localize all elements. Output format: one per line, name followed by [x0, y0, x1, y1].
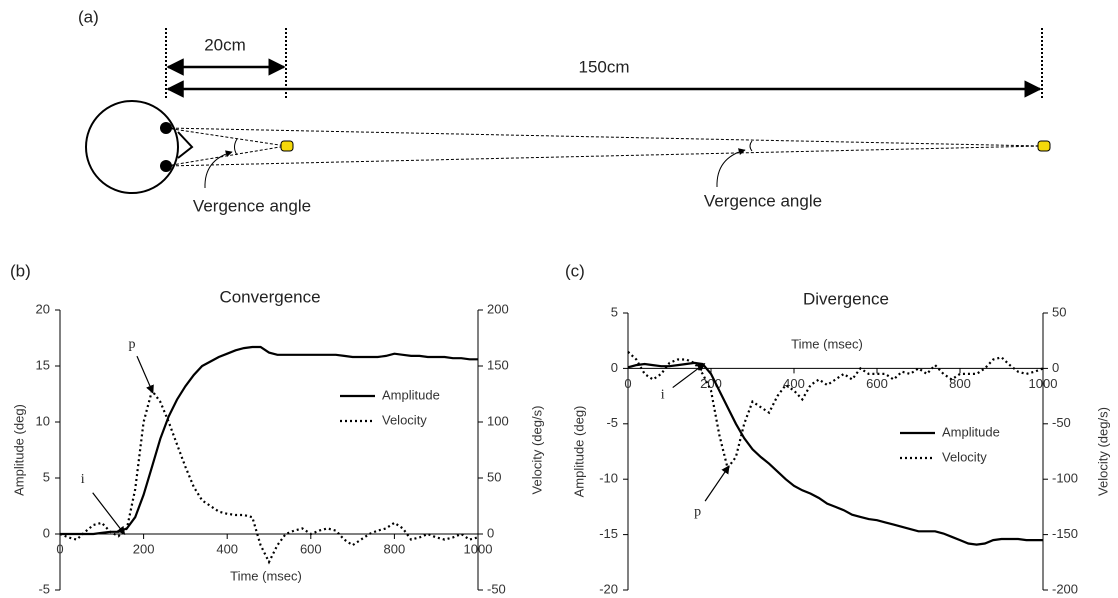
y-tick-label: -20 — [599, 581, 618, 596]
x-tick-label: 600 — [300, 541, 322, 556]
annotation-arrow — [92, 492, 126, 536]
x-tick-label: 400 — [216, 541, 238, 556]
chart-title: Divergence — [803, 289, 889, 308]
annotation-arrow — [672, 363, 706, 389]
y-tick-label: 5 — [43, 469, 50, 484]
y2-axis-label: Velocity (deg/s) — [1095, 407, 1110, 496]
series-line — [60, 345, 478, 536]
x-tick-label: 400 — [783, 376, 805, 391]
x-tick-label: 1000 — [1029, 376, 1058, 391]
x-tick-label: 0 — [56, 541, 63, 556]
y-tick-label: 0 — [43, 525, 50, 540]
y2-tick-label: -50 — [1052, 415, 1071, 430]
legend-label: Amplitude — [382, 387, 440, 402]
panel-label: (b) — [10, 261, 31, 280]
panel-label: (c) — [565, 261, 585, 280]
x-tick-label: 800 — [949, 376, 971, 391]
y2-tick-label: -200 — [1052, 581, 1078, 596]
angle-label: Vergence angle — [704, 191, 822, 210]
x-tick-label: 600 — [866, 376, 888, 391]
y-tick-label: 15 — [36, 357, 50, 372]
angle-arc — [749, 140, 753, 152]
y2-tick-label: 200 — [487, 301, 509, 316]
y-axis-label: Amplitude (deg) — [571, 406, 586, 498]
chart: (b) Convergence Time (msec) Amplitude (deg)… — [10, 261, 544, 596]
chart: (c) Divergence Time (msec) Amplitude (deg) V… — [565, 261, 1110, 596]
annotation-arrow — [136, 355, 154, 394]
distance-label: 20cm — [204, 35, 246, 54]
y-axis-label: Amplitude (deg) — [11, 404, 26, 496]
sight-lines — [165, 127, 1043, 167]
angle-arrow — [204, 150, 233, 189]
x-tick-label: 0 — [624, 376, 631, 391]
y-tick-label: -5 — [38, 581, 50, 596]
angle-label: Vergence angle — [193, 196, 311, 215]
x-axis-label: Time (msec) — [230, 568, 302, 583]
y2-tick-label: 50 — [1052, 304, 1066, 319]
y2-tick-label: 0 — [1052, 360, 1059, 375]
annotation: p — [694, 504, 701, 519]
y2-tick-label: -50 — [487, 581, 506, 596]
panel-label: (a) — [78, 7, 99, 26]
chart-title: Convergence — [219, 287, 320, 306]
y2-tick-label: -100 — [1052, 471, 1078, 486]
y2-tick-label: 0 — [487, 525, 494, 540]
x-tick-label: 200 — [133, 541, 155, 556]
series-line — [59, 388, 479, 565]
annotation: i — [81, 472, 85, 487]
x-tick-label: 800 — [384, 541, 406, 556]
legend-label: Velocity — [382, 412, 427, 427]
target — [280, 140, 294, 152]
x-tick-label: 1000 — [464, 541, 493, 556]
y-tick-label: 20 — [36, 301, 50, 316]
target — [1037, 140, 1051, 152]
angle-arc — [234, 138, 238, 156]
y-tick-label: -10 — [599, 471, 618, 486]
y-tick-label: -5 — [606, 415, 618, 430]
y2-tick-label: -150 — [1052, 526, 1078, 541]
y2-tick-label: 150 — [487, 357, 509, 372]
series-line — [627, 350, 1044, 471]
y-tick-label: 10 — [36, 413, 50, 428]
distance-label: 150cm — [578, 57, 629, 76]
y2-axis-label: Velocity (deg/s) — [529, 406, 544, 495]
legend-label: Velocity — [942, 449, 987, 464]
annotation: p — [128, 337, 135, 352]
x-axis-label: Time (msec) — [791, 336, 863, 351]
y2-tick-label: 100 — [487, 413, 509, 428]
y-tick-label: 5 — [611, 304, 618, 319]
head — [85, 100, 179, 194]
y-tick-label: -15 — [599, 526, 618, 541]
y2-tick-label: 50 — [487, 469, 501, 484]
y-tick-label: 0 — [611, 360, 618, 375]
annotation: i — [661, 387, 665, 402]
legend-label: Amplitude — [942, 424, 1000, 439]
nose — [177, 131, 194, 159]
annotation-arrow — [704, 465, 730, 502]
diagram: (a) 20cm 150cm Vergence angle Vergence a… — [78, 7, 1051, 215]
angle-arrow — [716, 148, 746, 188]
